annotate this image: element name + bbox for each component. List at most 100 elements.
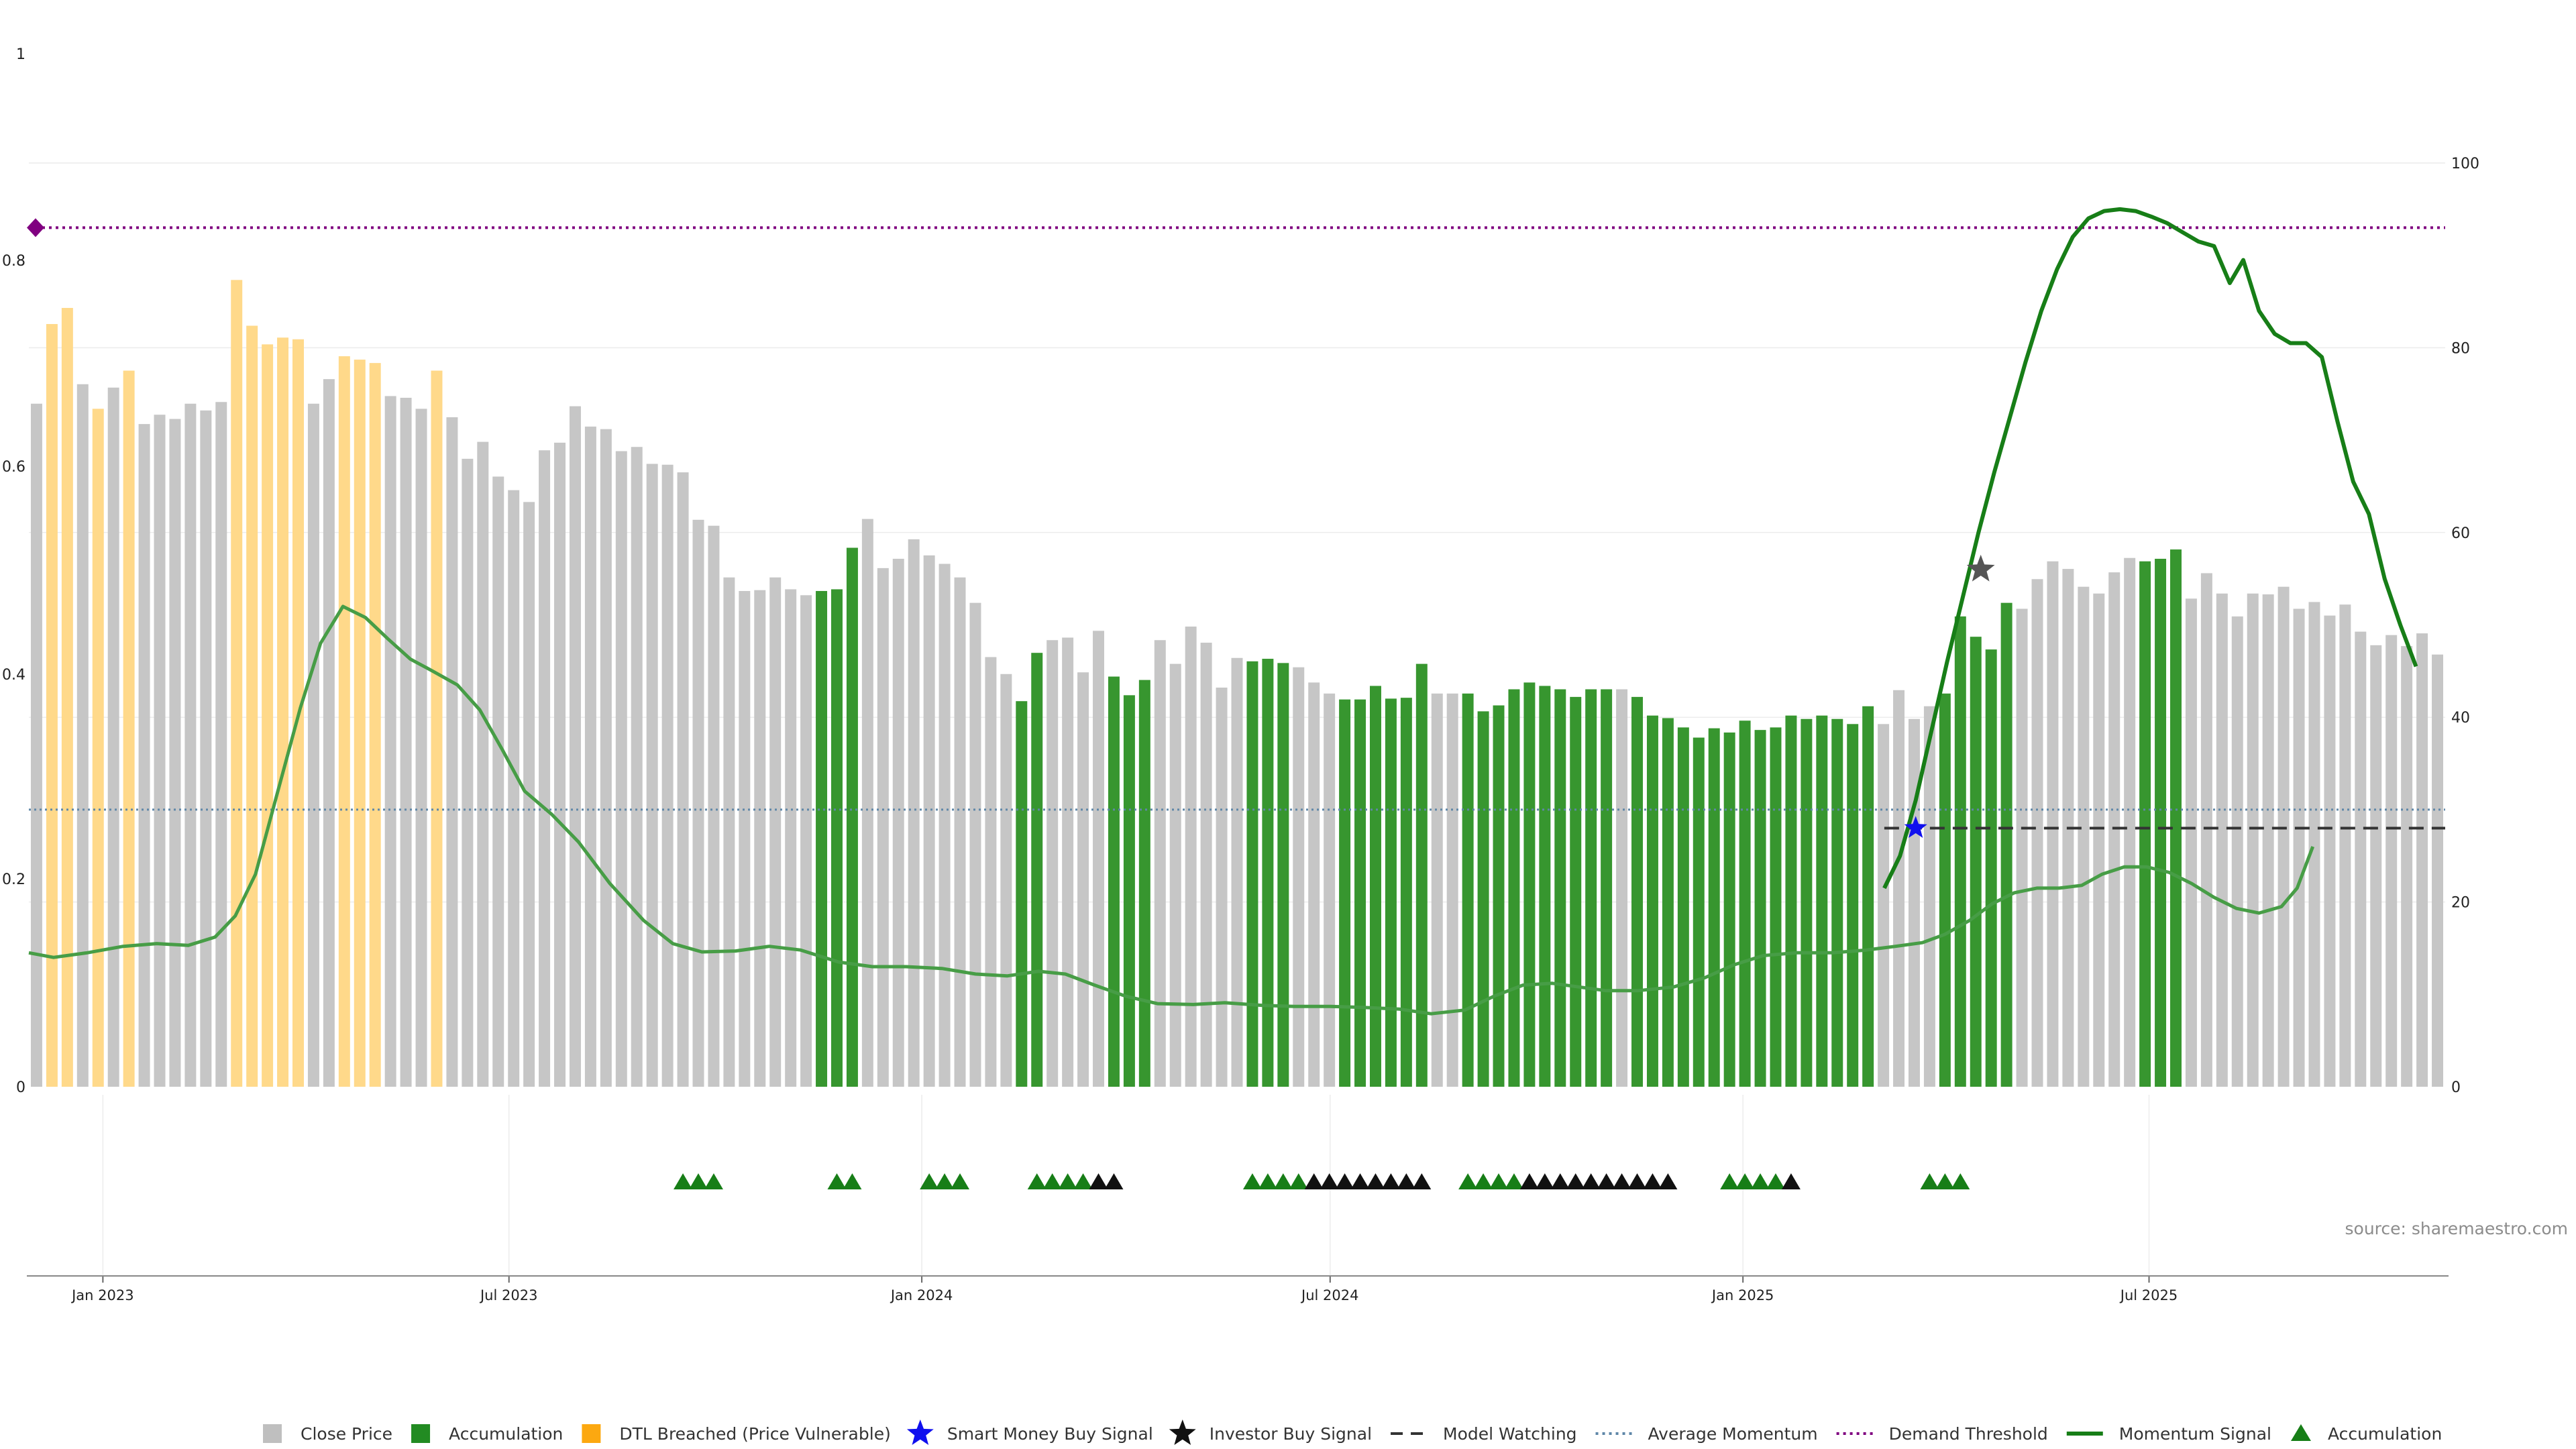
accumulation-bar: [1985, 649, 1997, 1087]
right-axis-tick: 60: [2451, 525, 2470, 542]
close-price-bar: [2016, 608, 2028, 1087]
legend-item: Accumulation: [2290, 1424, 2442, 1444]
accumulation-bar: [1954, 616, 1966, 1087]
accumulation-bar: [1677, 727, 1689, 1087]
accumulation-marker: [689, 1173, 708, 1189]
legend-label: DTL Breached (Price Vulnerable): [619, 1424, 890, 1444]
accumulation-bar: [1862, 706, 1874, 1087]
legend-swatch: [263, 1424, 282, 1443]
close-price-bar: [938, 564, 951, 1087]
accumulation-bar: [1631, 696, 1643, 1087]
x-axis-tick: Jul 2023: [479, 1287, 537, 1303]
accumulation-bar: [1970, 637, 1982, 1087]
close-price-bar: [1908, 718, 1920, 1087]
demand-threshold-marker: [27, 218, 44, 237]
accumulation-marker: [920, 1173, 939, 1189]
accumulation-marker: [1042, 1173, 1062, 1189]
accumulation-bar: [1831, 718, 1843, 1087]
close-price-bar: [631, 447, 643, 1087]
legend-item: DTL Breached (Price Vulnerable): [582, 1424, 891, 1444]
close-price-bar: [692, 519, 704, 1087]
accumulation-bar: [1816, 715, 1828, 1087]
investor-buy-marker: [1566, 1173, 1585, 1189]
close-price-bar: [2078, 586, 2090, 1087]
close-price-bar: [2277, 586, 2290, 1087]
investor-buy-marker: [1104, 1173, 1124, 1189]
signal-markers: [674, 554, 1995, 1189]
accumulation-bar: [1493, 705, 1505, 1087]
accumulation-bar: [1847, 724, 1859, 1087]
close-price-bar: [215, 402, 227, 1087]
investor-buy-marker: [1597, 1173, 1616, 1189]
dtl-breached-bar: [262, 344, 274, 1087]
close-price-bar: [415, 409, 427, 1087]
close-price-bar: [2385, 635, 2398, 1087]
accumulation-marker: [935, 1173, 955, 1189]
accumulation-bar: [1477, 711, 1489, 1087]
accumulation-bar: [1523, 682, 1536, 1087]
close-price-bar: [1446, 693, 1458, 1087]
investor-buy-marker: [1550, 1173, 1570, 1189]
accumulation-bar: [831, 589, 843, 1087]
accumulation-marker: [1258, 1173, 1277, 1189]
close-price-bar: [1000, 674, 1012, 1087]
accumulation-bar: [1123, 695, 1135, 1087]
legend-item: Close Price: [263, 1424, 392, 1444]
accumulation-bar: [1601, 689, 1613, 1087]
dtl-breached-bar: [246, 325, 258, 1087]
right-axis-tick: 0: [2451, 1079, 2461, 1096]
legend-swatch: [411, 1424, 431, 1443]
x-axis-tick: Jul 2024: [1300, 1287, 1358, 1303]
accumulation-bar: [1508, 689, 1520, 1087]
close-price-bar: [2031, 579, 2043, 1087]
close-price-bar: [539, 450, 551, 1087]
investor-buy-marker: [1581, 1173, 1601, 1189]
accumulation-bar: [1646, 715, 1658, 1087]
accumulation-marker: [1489, 1173, 1509, 1189]
dtl-breached-bar: [92, 409, 104, 1087]
close-price-bar: [677, 472, 689, 1087]
accumulation-marker: [1951, 1173, 1970, 1189]
accumulation-marker: [951, 1173, 970, 1189]
close-price-bar: [708, 525, 720, 1087]
close-price-bar: [2355, 631, 2367, 1087]
close-price-bar: [1231, 657, 1243, 1087]
close-price-bar: [2401, 646, 2413, 1087]
accumulation-marker: [1720, 1173, 1739, 1189]
accumulation-marker: [1027, 1173, 1046, 1189]
dtl-breached-bar: [354, 360, 366, 1087]
close-price-bar: [2231, 616, 2243, 1087]
accumulation-bar: [1754, 730, 1766, 1087]
close-price-bar: [2047, 561, 2059, 1087]
legend-item: Accumulation: [411, 1424, 563, 1444]
right-axis-tick: 20: [2451, 895, 2470, 912]
momentum-signal-history-line: [28, 604, 2315, 1016]
close-price-bar: [1077, 672, 1089, 1087]
close-price-bar: [2324, 615, 2336, 1087]
close-price-bar: [2093, 593, 2105, 1087]
legend-item: Demand Threshold: [1836, 1424, 2048, 1444]
right-axis-tick: 80: [2451, 340, 2470, 357]
accumulation-bar: [2170, 549, 2182, 1087]
accumulation-marker: [1273, 1173, 1293, 1189]
close-price-bar: [739, 590, 751, 1087]
close-price-bar: [2262, 594, 2274, 1087]
close-price-bar: [2308, 602, 2320, 1087]
accumulation-bar: [1369, 686, 1381, 1087]
close-price-bar: [800, 595, 812, 1087]
accumulation-bar: [1262, 659, 1274, 1087]
accumulation-marker: [1735, 1173, 1755, 1189]
close-price-bar: [508, 490, 520, 1087]
close-price-bar: [723, 577, 735, 1087]
dtl-breached-bar: [231, 280, 243, 1087]
accumulation-marker: [1289, 1173, 1308, 1189]
close-price-bar: [2293, 608, 2305, 1087]
legend-label: Accumulation: [449, 1424, 563, 1444]
close-price-bar: [1093, 631, 1105, 1087]
investor-buy-marker: [1335, 1173, 1354, 1189]
close-price-bar: [446, 417, 458, 1087]
close-price-bar: [877, 568, 889, 1087]
legend-item: Smart Money Buy Signal: [906, 1419, 1153, 1445]
close-price-bar: [1169, 663, 1181, 1087]
close-price-bar: [1324, 693, 1336, 1087]
